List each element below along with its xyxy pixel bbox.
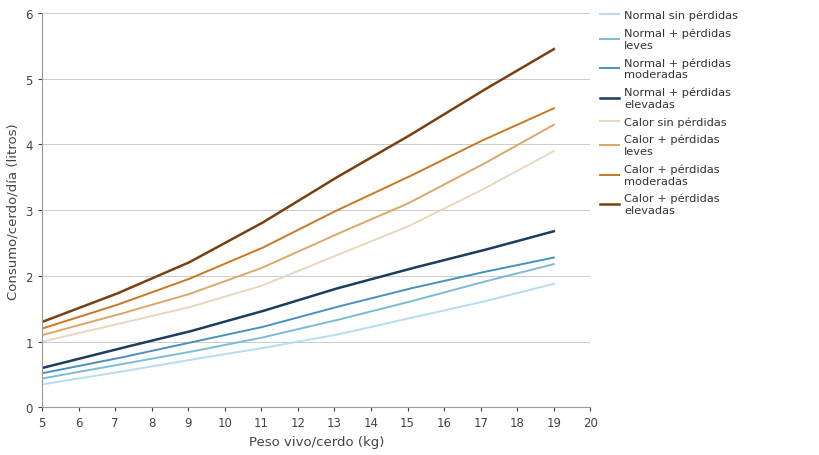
Calor + pérdidas
moderadas [548, 106, 558, 112]
Normal sin pérdidas [340, 330, 350, 336]
Normal + pérdidas
leves [350, 313, 360, 318]
Calor + pérdidas
elevadas [342, 170, 351, 175]
Calor + pérdidas
moderadas [38, 326, 48, 331]
Normal + pérdidas
elevadas [350, 281, 360, 287]
Normal sin pérdidas [468, 302, 477, 307]
Calor + pérdidas
elevadas [37, 319, 47, 325]
Calor + pérdidas
elevadas [500, 75, 510, 81]
Normal + pérdidas
elevadas [37, 365, 47, 371]
Normal sin pérdidas [548, 282, 558, 287]
Line: Normal sin pérdidas: Normal sin pérdidas [42, 284, 553, 384]
Line: Normal + pérdidas
leves: Normal + pérdidas leves [42, 264, 553, 379]
Normal + pérdidas
moderadas [340, 303, 350, 308]
Calor + pérdidas
moderadas [340, 204, 350, 210]
Normal + pérdidas
elevadas [500, 242, 510, 248]
Line: Calor + pérdidas
leves: Calor + pérdidas leves [42, 126, 553, 335]
Line: Normal + pérdidas
moderadas: Normal + pérdidas moderadas [42, 258, 553, 374]
Normal + pérdidas
moderadas [350, 300, 360, 305]
Normal + pérdidas
moderadas [468, 272, 477, 278]
Calor + pérdidas
leves [37, 333, 47, 338]
Calor + pérdidas
leves [500, 149, 510, 155]
Calor sin pérdidas [37, 339, 47, 345]
Calor sin pérdidas [468, 192, 477, 197]
Normal sin pérdidas [350, 328, 360, 334]
Normal + pérdidas
leves [37, 376, 47, 381]
Calor sin pérdidas [38, 339, 48, 344]
Calor + pérdidas
leves [468, 167, 477, 173]
Line: Calor sin pérdidas: Calor sin pérdidas [42, 152, 553, 342]
X-axis label: Peso vivo/cerdo (kg): Peso vivo/cerdo (kg) [248, 435, 383, 448]
Normal + pérdidas
elevadas [548, 229, 558, 234]
Normal + pérdidas
leves [340, 316, 350, 321]
Calor + pérdidas
elevadas [548, 47, 558, 53]
Line: Normal + pérdidas
elevadas: Normal + pérdidas elevadas [42, 232, 553, 368]
Calor + pérdidas
leves [548, 123, 558, 128]
Calor + pérdidas
moderadas [468, 143, 477, 148]
Line: Calor + pérdidas
moderadas: Calor + pérdidas moderadas [42, 109, 553, 329]
Calor sin pérdidas [350, 246, 360, 251]
Normal + pérdidas
moderadas [342, 302, 351, 308]
Calor sin pérdidas [340, 250, 350, 255]
Calor + pérdidas
moderadas [350, 200, 360, 205]
Normal + pérdidas
moderadas [500, 265, 510, 271]
Normal + pérdidas
leves [342, 315, 351, 321]
Normal + pérdidas
moderadas [37, 371, 47, 376]
Calor + pérdidas
elevadas [38, 319, 48, 324]
Normal sin pérdidas [342, 330, 351, 335]
Normal + pérdidas
elevadas [342, 283, 351, 289]
Normal sin pérdidas [37, 382, 47, 387]
Calor + pérdidas
leves [38, 332, 48, 338]
Calor + pérdidas
moderadas [37, 326, 47, 332]
Normal + pérdidas
elevadas [468, 251, 477, 256]
Normal + pérdidas
leves [468, 282, 477, 288]
Normal + pérdidas
leves [548, 262, 558, 267]
Calor + pérdidas
leves [340, 228, 350, 234]
Normal + pérdidas
leves [500, 274, 510, 279]
Calor sin pérdidas [500, 175, 510, 180]
Calor sin pérdidas [342, 249, 351, 254]
Normal sin pérdidas [500, 293, 510, 299]
Calor + pérdidas
leves [350, 224, 360, 229]
Calor + pérdidas
moderadas [500, 128, 510, 133]
Calor sin pérdidas [548, 149, 558, 154]
Calor + pérdidas
elevadas [468, 94, 477, 100]
Normal + pérdidas
elevadas [340, 284, 350, 289]
Line: Calor + pérdidas
elevadas: Calor + pérdidas elevadas [42, 50, 553, 322]
Y-axis label: Consumo/cerdo/día (litros): Consumo/cerdo/día (litros) [7, 123, 20, 299]
Normal + pérdidas
moderadas [38, 370, 48, 376]
Normal sin pérdidas [38, 382, 48, 387]
Calor + pérdidas
moderadas [342, 204, 351, 209]
Normal + pérdidas
elevadas [38, 365, 48, 370]
Calor + pérdidas
leves [342, 228, 351, 233]
Calor + pérdidas
elevadas [350, 165, 360, 170]
Normal + pérdidas
moderadas [548, 255, 558, 261]
Calor + pérdidas
elevadas [340, 171, 350, 176]
Legend: Normal sin pérdidas, Normal + pérdidas
leves, Normal + pérdidas
moderadas, Norma: Normal sin pérdidas, Normal + pérdidas l… [595, 6, 742, 220]
Normal + pérdidas
leves [38, 376, 48, 381]
